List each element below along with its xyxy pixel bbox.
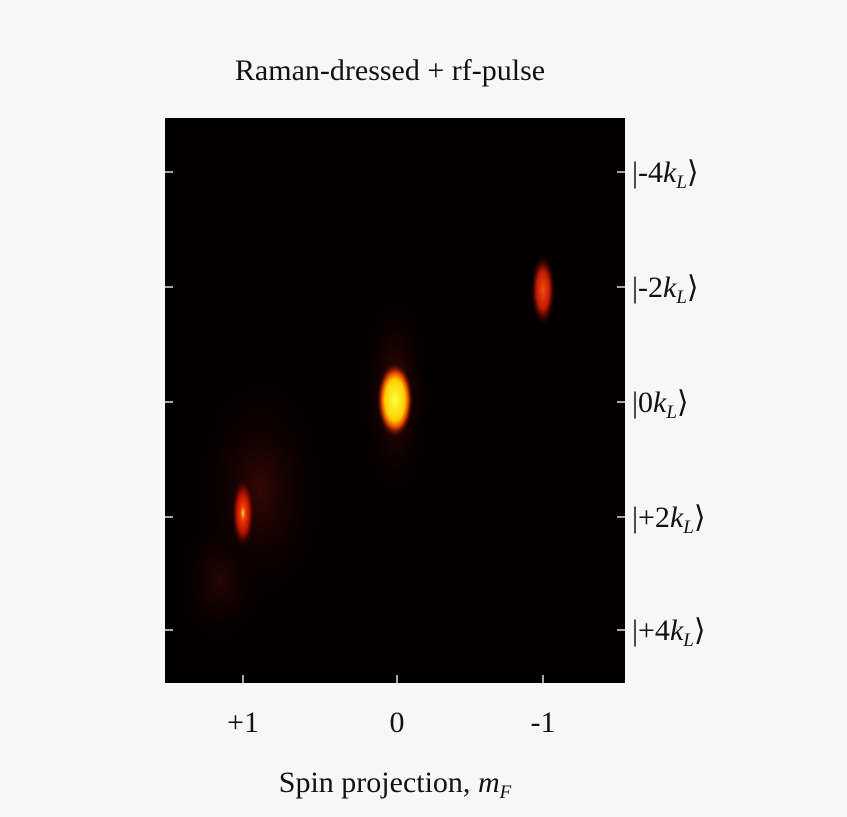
x-tick-label: 0 bbox=[390, 706, 405, 739]
y-tick-label: |-2kL⟩ bbox=[632, 271, 699, 308]
x-axis-label: Spin projection, mF bbox=[279, 766, 512, 803]
y-tick-label: |-4kL⟩ bbox=[632, 156, 699, 193]
y-tick-label: |0kL⟩ bbox=[632, 386, 689, 423]
x-tick-label: -1 bbox=[531, 706, 556, 739]
y-tick-label: |+2kL⟩ bbox=[632, 501, 706, 538]
title: Raman-dressed + rf-pulse bbox=[235, 54, 545, 87]
body: Raman-dressed + rf-pulse +1 0 -1 Spin pr… bbox=[0, 0, 847, 812]
image bbox=[165, 118, 625, 683]
figure: Raman-dressed + rf-pulse +1 0 -1 Spin pr… bbox=[0, 0, 847, 812]
x-tick-label: +1 bbox=[227, 706, 259, 739]
y-tick-label: |+4kL⟩ bbox=[632, 614, 706, 651]
page: {"figure": { "title": "Raman-dressed + r… bbox=[0, 0, 847, 812]
